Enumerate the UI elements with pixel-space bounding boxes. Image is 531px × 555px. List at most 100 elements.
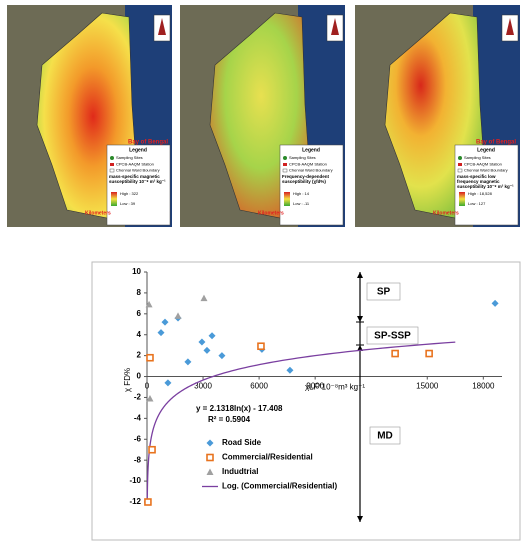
legend-symbol (206, 453, 214, 462)
y-tick-label: -4 (134, 413, 142, 422)
north-arrow (506, 18, 514, 35)
zone-label: SP-SSP (374, 331, 411, 342)
y-tick-label: 0 (137, 372, 142, 381)
zone-label: MD (377, 431, 393, 442)
y-tick-label: 8 (137, 288, 142, 297)
x-tick-label: 6000 (250, 382, 268, 391)
legend-label: Log. (Commercial/Residential) (222, 482, 337, 491)
point (286, 366, 294, 374)
point (164, 379, 172, 387)
zone-arrow (357, 516, 363, 522)
x-tick-label: 15000 (416, 382, 439, 391)
point (161, 318, 169, 326)
y-tick-label: 6 (137, 309, 142, 318)
x-tick-label: 9000 (306, 382, 324, 391)
legend-box (106, 144, 171, 226)
legend-low: Low : 39 (120, 201, 136, 206)
north-arrow (158, 18, 166, 35)
point (203, 346, 211, 354)
zone-label: SP (377, 287, 391, 298)
point (148, 445, 156, 454)
legend-label: Road Side (222, 438, 262, 447)
point (145, 300, 153, 308)
legend-station: CPCB-AAQM Station (289, 162, 327, 167)
legend-quantity-text: mass-specific magnetic susceptibility 10… (109, 174, 166, 184)
legend-symbol (206, 468, 214, 475)
y-tick-label: 10 (132, 267, 141, 276)
point (391, 349, 399, 358)
sea-label: Bay of Bengal (128, 140, 168, 146)
scale-label: Kilometers (258, 210, 284, 216)
legend-quantity-text: mass-specific low frequency magnetic sus… (457, 174, 514, 189)
legend-item: Commercial/Residential (206, 453, 313, 462)
legend-item: Indudtrial (206, 467, 258, 476)
x-tick-label: 0 (145, 382, 150, 391)
chart-frame (91, 261, 521, 541)
point (146, 395, 154, 402)
site-symbol (458, 156, 462, 160)
y-tick-label: 4 (137, 330, 142, 339)
legend-title: Legend (302, 147, 320, 153)
legend-label: Indudtrial (222, 467, 258, 476)
trendline-r2: R² = 0.5904 (208, 415, 251, 424)
site-symbol (283, 156, 287, 160)
legend-sites: Sampling Sites (289, 155, 316, 160)
y-tick-label: -12 (129, 497, 141, 506)
legend-ramp (459, 192, 465, 206)
y-tick-label: -2 (134, 393, 142, 402)
legend-box (279, 144, 344, 226)
legend-item: Road Side (206, 438, 262, 447)
x-tick-label: 18000 (472, 382, 495, 391)
point (174, 312, 182, 319)
boundary-symbol (109, 168, 115, 173)
point (157, 329, 165, 337)
zone-arrow (357, 272, 363, 278)
legend-label: Commercial/Residential (222, 453, 313, 462)
trendline (146, 341, 456, 502)
x-axis-label: χLF*10⁻⁸m³ kg⁻¹ (305, 383, 365, 392)
point (198, 338, 206, 346)
x-tick-label: 3000 (194, 382, 212, 391)
legend-quantity: mass-specific low frequency magnetic sus… (457, 174, 514, 189)
point (491, 299, 499, 307)
legend-station: CPCB-AAQM Station (116, 162, 154, 167)
legend-sites: Sampling Sites (116, 155, 143, 160)
legend-quantity: Frequency-dependent susceptibility (χfd%… (282, 174, 330, 184)
sea-label: Bay of Bengal (476, 140, 516, 146)
legend-low: Low : -11 (293, 201, 310, 206)
station-symbol (110, 163, 114, 166)
point (425, 349, 433, 358)
point (146, 353, 154, 362)
legend-quantity-text: Frequency-dependent susceptibility (χfd%… (282, 174, 330, 184)
legend-boundary: Chennai Ward Boundary (289, 168, 333, 173)
legend-symbol (206, 439, 214, 447)
y-axis-label: χ FD% (123, 368, 132, 392)
zone-box (369, 426, 401, 445)
legend-ramp (284, 192, 290, 206)
legend-boundary: Chennai Ward Boundary (116, 168, 160, 173)
legend-high: High : 14 (293, 191, 310, 196)
y-tick-label: -10 (129, 476, 141, 485)
point (200, 294, 208, 302)
legend-title: Legend (477, 147, 495, 153)
zone-box (366, 326, 419, 345)
legend-sites: Sampling Sites (464, 155, 491, 160)
legend-high: High : 322 (120, 191, 139, 196)
scale-label: Kilometers (433, 210, 459, 216)
point (208, 332, 216, 340)
zone-arrow (357, 316, 363, 322)
legend-high: High : 18,528 (468, 191, 493, 196)
legend-station: CPCB-AAQM Station (464, 162, 502, 167)
legend-quantity: mass-specific magnetic susceptibility 10… (109, 174, 166, 184)
point (144, 498, 152, 506)
point (184, 358, 192, 366)
legend-box (454, 144, 519, 226)
y-tick-label: -6 (134, 434, 142, 443)
boundary-symbol (457, 168, 463, 173)
y-tick-label: 2 (137, 351, 142, 360)
legend-low: Low : 127 (468, 201, 486, 206)
boundary-symbol (282, 168, 288, 173)
